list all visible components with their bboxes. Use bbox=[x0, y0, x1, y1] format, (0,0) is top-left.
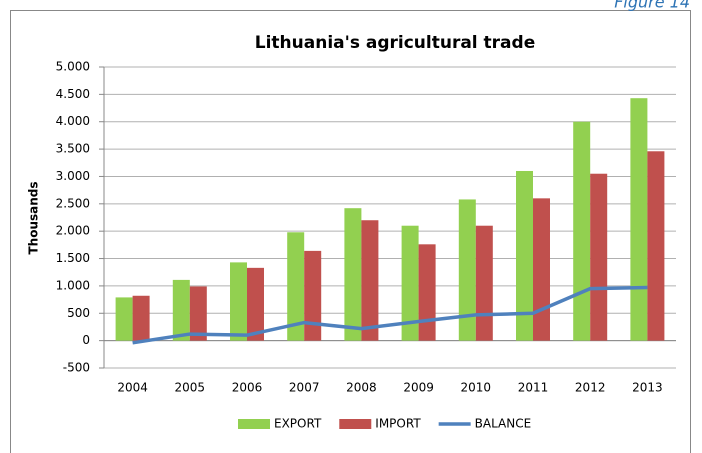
bar bbox=[573, 121, 591, 341]
bar bbox=[630, 98, 648, 341]
y-tick-label: 5.000 bbox=[56, 60, 90, 74]
y-tick-label: 500 bbox=[67, 306, 90, 320]
x-tick-label: 2007 bbox=[289, 381, 320, 395]
y-tick-label: 2.000 bbox=[56, 224, 90, 238]
y-tick-label: 0 bbox=[82, 333, 90, 347]
bar bbox=[475, 225, 493, 341]
bar bbox=[132, 295, 150, 341]
bar bbox=[304, 250, 322, 341]
y-tick-label: -500 bbox=[63, 361, 90, 375]
bar bbox=[533, 198, 550, 341]
figure-label: Figure 14 bbox=[614, 0, 690, 12]
bar bbox=[590, 173, 608, 341]
bar bbox=[516, 170, 533, 341]
y-tick-label: 1.000 bbox=[56, 278, 90, 292]
bar bbox=[247, 267, 264, 341]
bar bbox=[172, 279, 190, 341]
x-tick-label: 2004 bbox=[117, 381, 148, 395]
x-tick-label: 2013 bbox=[632, 381, 663, 395]
x-tick-label: 2009 bbox=[403, 381, 434, 395]
x-tick-label: 2005 bbox=[175, 381, 206, 395]
line-series bbox=[132, 285, 648, 345]
y-axis-title: Thousands bbox=[27, 181, 41, 254]
y-tick-label: 3.000 bbox=[56, 169, 90, 183]
x-tick-label: 2008 bbox=[346, 381, 377, 395]
bar bbox=[458, 199, 476, 341]
legend-label: IMPORT bbox=[375, 417, 421, 431]
bar bbox=[287, 232, 305, 341]
bar bbox=[189, 286, 207, 341]
y-tick-label: 1.500 bbox=[56, 251, 90, 265]
y-tick-label: 4.000 bbox=[56, 114, 90, 128]
bar bbox=[361, 220, 379, 341]
y-tick-label: 4.500 bbox=[56, 87, 90, 101]
chart-title: Lithuania's agricultural trade bbox=[255, 33, 535, 53]
legend-label: BALANCE bbox=[475, 417, 532, 431]
bar bbox=[230, 262, 247, 341]
bar bbox=[115, 297, 133, 341]
y-tick-label: 3.500 bbox=[56, 142, 90, 156]
legend-swatch bbox=[339, 419, 372, 429]
x-tick-label: 2012 bbox=[575, 381, 606, 395]
x-tick-label: 2006 bbox=[232, 381, 263, 395]
bar bbox=[418, 244, 436, 341]
bar bbox=[344, 208, 362, 341]
bar bbox=[647, 151, 665, 341]
x-tick-label: 2010 bbox=[461, 381, 492, 395]
x-tick-label: 2011 bbox=[518, 381, 549, 395]
legend-swatch bbox=[238, 419, 270, 429]
y-tick-label: 2.500 bbox=[56, 196, 90, 210]
bar bbox=[401, 225, 419, 341]
legend-label: EXPORT bbox=[274, 417, 322, 431]
